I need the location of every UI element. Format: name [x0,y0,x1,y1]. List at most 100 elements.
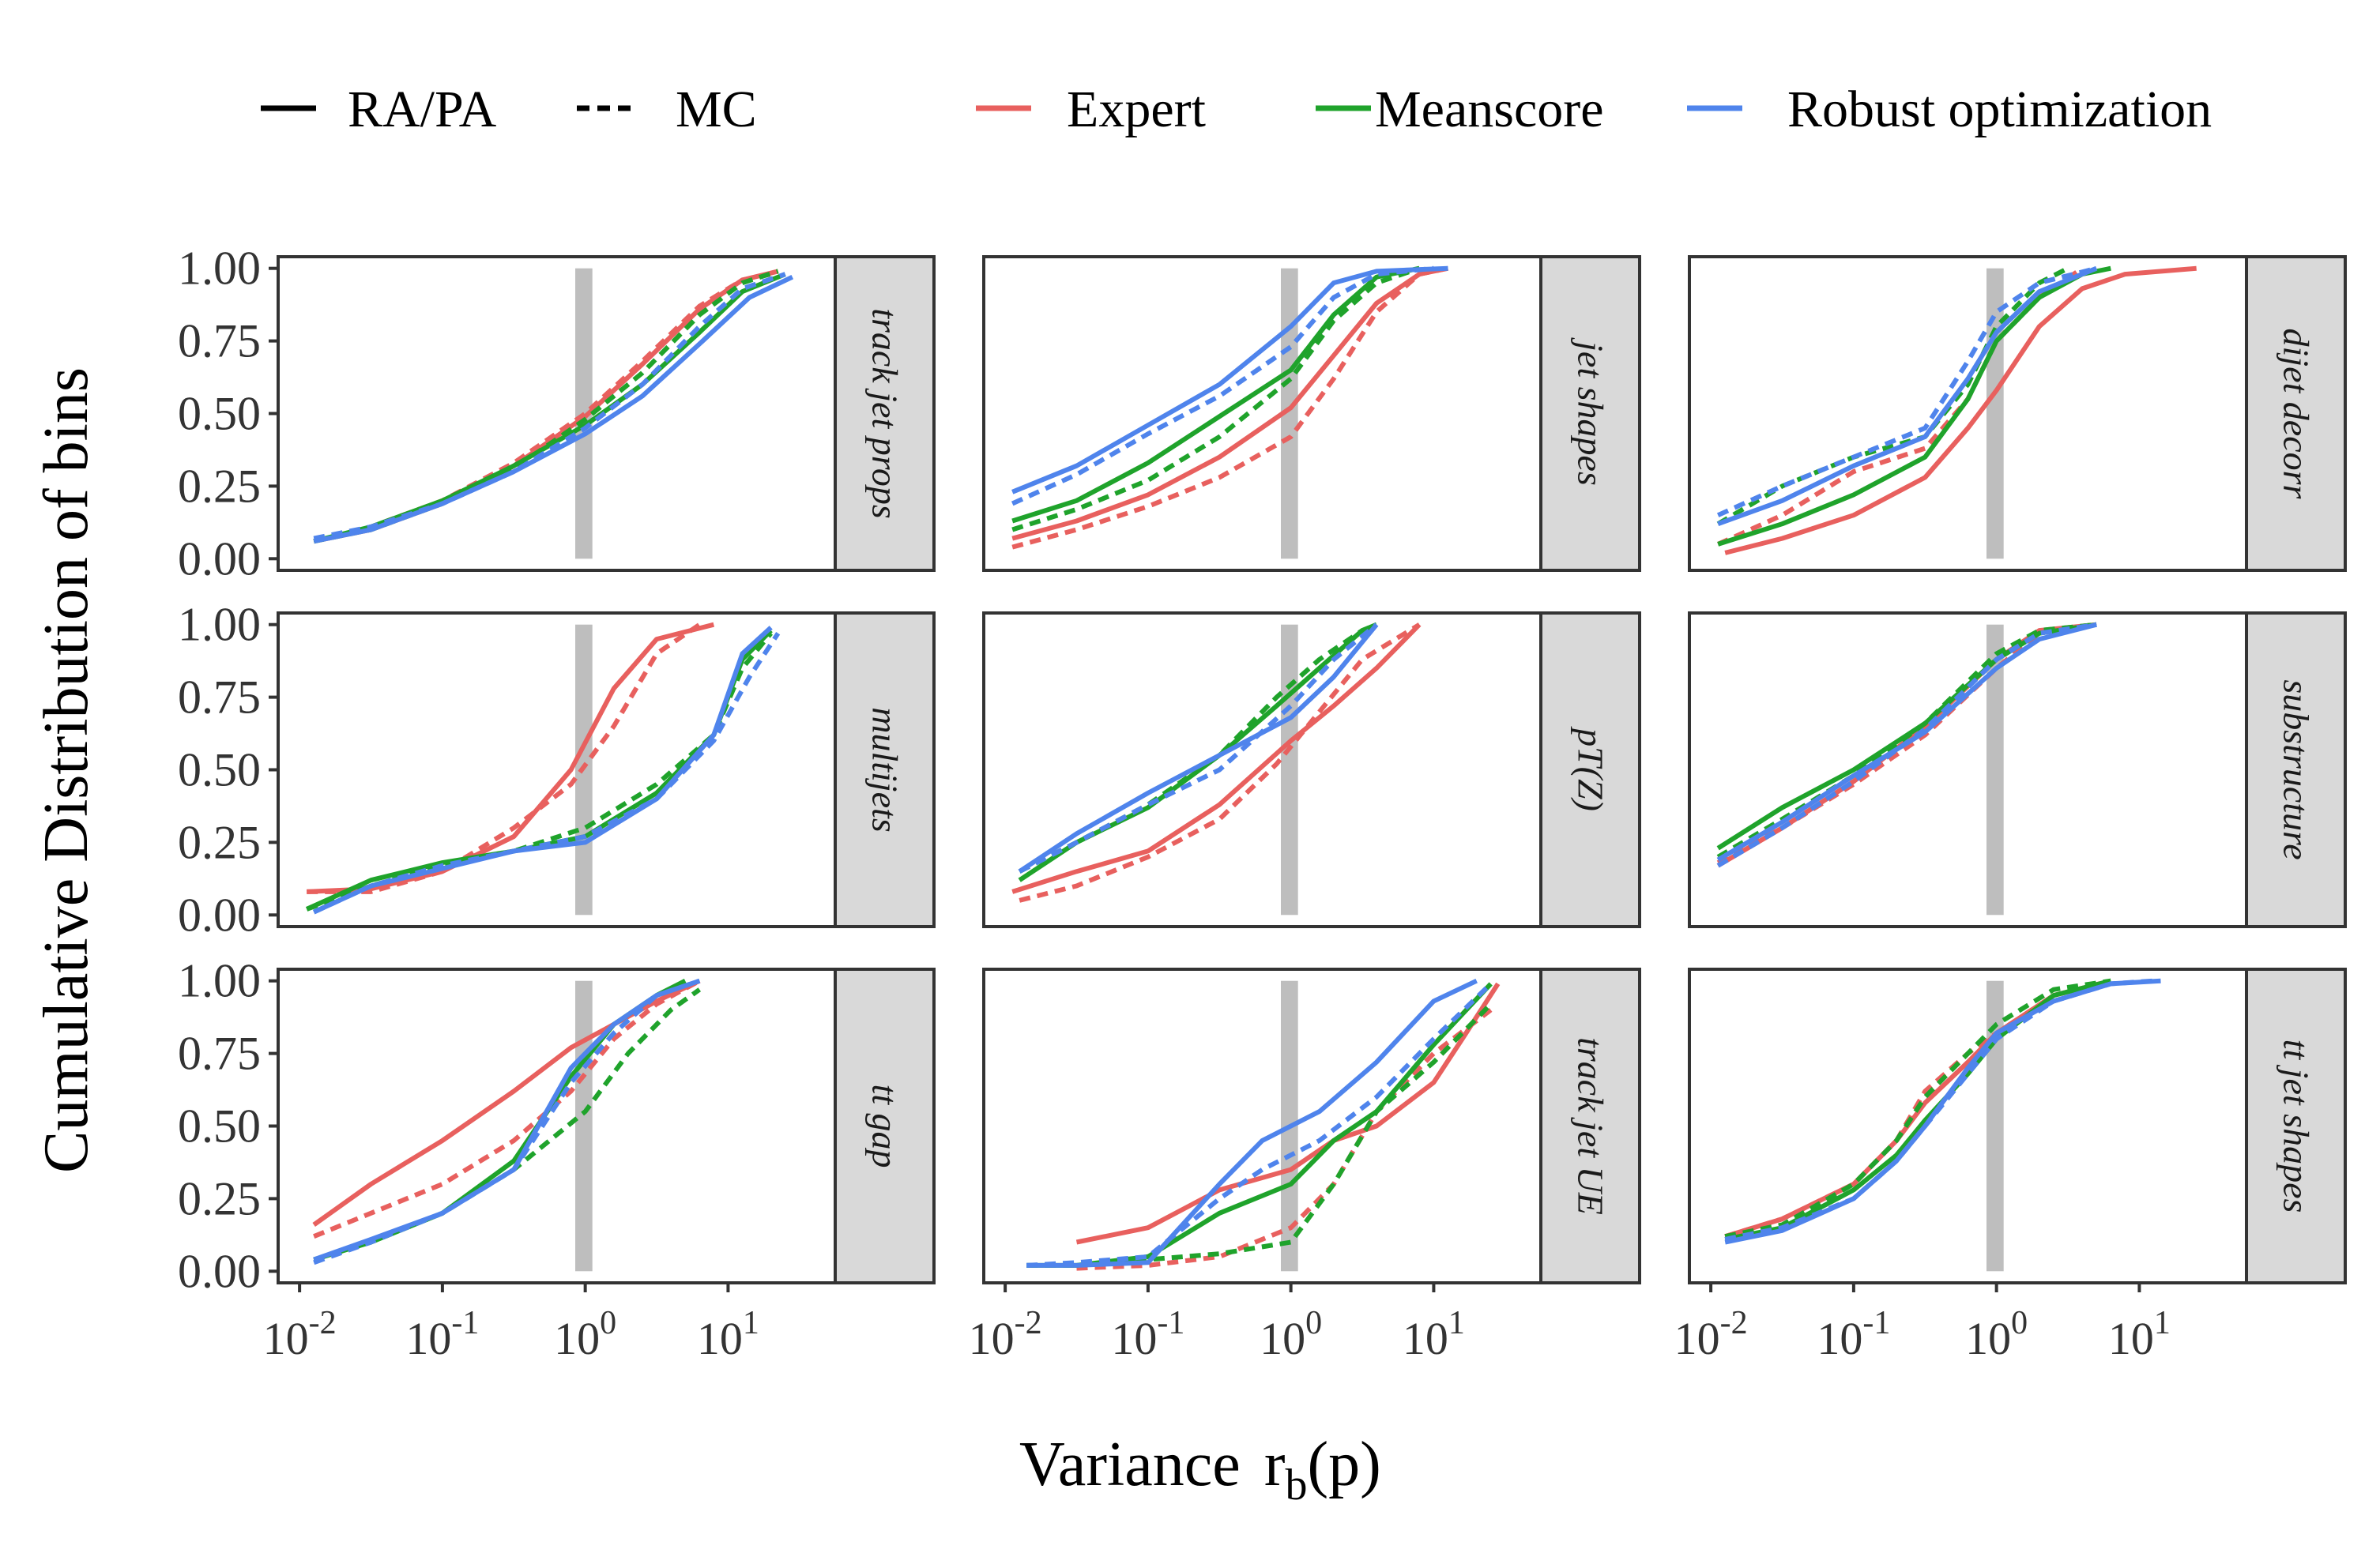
y-tick-label: 0.50 [178,1100,261,1153]
series-expert-ra-pa [1011,622,1422,894]
series-robust-optimization-mc [1011,265,1434,506]
panel-track-jet-ue: track jet UE 10-2 10-1 100 101 [969,968,1641,1364]
series-expert-ra-pa [1724,265,2197,555]
y-tick-label: 0.00 [178,889,261,941]
legend-label-robust-optimization: Robust optimization [1787,81,2212,138]
x-tick-label: 10-1 [1817,1305,1890,1364]
legend-label-expert: Expert [1067,81,1206,138]
strip-label: substructure [2276,679,2317,859]
panel-background [278,969,835,1283]
x-axis-title-r: r [1264,1430,1286,1499]
x-tick-label: 10-2 [263,1305,337,1364]
y-tick-label: 1.00 [178,599,261,651]
x-tick-label: 10-2 [1674,1305,1748,1364]
series-meanscore-ra-pa [1716,622,2097,851]
y-tick-label: 0.25 [178,816,261,868]
series-robust-optimization-ra-pa [312,626,773,915]
series-expert-mc [1076,1008,1493,1271]
x-tick-label: 100 [1260,1305,1322,1364]
strip-label: pT(Z) [1571,726,1611,811]
series-robust-optimization-ra-pa [1717,265,2098,527]
x-tick-label: 10-1 [1111,1305,1184,1364]
strip-background [2245,968,2347,1284]
panel-pt-z: pT(Z) [982,611,1641,928]
series-expert-ra-pa [312,978,701,1227]
panels: track jet props 0.00 0.25 0.50 0.75 1.00 jet s… [178,243,2347,1364]
panel-substructure: substructure [1688,611,2347,928]
x-axis-title-arg: (p) [1307,1430,1380,1499]
y-tick-label: 0.75 [178,315,261,367]
legend-label-mc: MC [676,81,757,138]
strip-background [2245,611,2347,928]
reference-band [1281,624,1298,916]
x-tick-label: 10-1 [405,1305,479,1364]
series-expert-mc [1724,978,2112,1239]
y-tick-label: 0.25 [178,1172,261,1224]
y-tick-label: 0.50 [178,744,261,796]
panel-background [984,257,1541,570]
series-expert-ra-pa [307,622,715,894]
strip-label: multijets [865,707,906,832]
y-tick-label: 0.25 [178,460,261,512]
series-meanscore-mc [1011,265,1421,532]
y-tick-label: 0.75 [178,1028,261,1080]
legend-label-meanscore: Meanscore [1375,81,1604,138]
series-robust-optimization-mc [312,632,781,915]
y-axis-title: Cumulative Distribution of bins [32,367,101,1173]
series-robust-optimization-ra-pa [1026,978,1478,1268]
x-axis-title-sub: b [1285,1461,1307,1510]
series-meanscore-ra-pa [1011,265,1420,524]
series-expert-mc [1011,265,1449,550]
series-robust-optimization-mc [1026,982,1493,1268]
series-robust-optimization-mc [1018,622,1378,874]
reference-band [575,980,593,1272]
panel-background [278,257,835,570]
strip-label: track jet props [865,308,906,519]
x-tick-label: 10-2 [969,1305,1042,1364]
panel-background [1689,257,2246,570]
panel-background [984,613,1541,927]
strip-background [2245,255,2347,572]
y-tick-label: 0.75 [178,671,261,724]
strip-background [1539,611,1641,928]
y-tick-label: 0.00 [178,532,261,585]
series-meanscore-mc [1724,978,2111,1239]
x-tick-label: 101 [697,1305,759,1364]
x-tick-label: 100 [1965,1305,2028,1364]
y-tick-label: 0.00 [178,1245,261,1297]
panel-track-jet-props: track jet props 0.00 0.25 0.50 0.75 1.00 [178,243,936,585]
series-expert-ra-pa [1011,265,1449,541]
panel-dijet-decorr: dijet decorr [1688,255,2347,572]
strip-label: tt jet shapes [2276,1040,2317,1213]
series-robust-optimization-mc [1716,265,2097,517]
panel-background [1689,969,2246,1283]
series-robust-optimization-ra-pa [1018,622,1379,874]
x-axis-title: Variance rb(p) [1019,1430,1381,1510]
panel-multijets: multijets 0.00 0.25 0.50 0.75 1.00 [178,599,936,941]
panel-tt-jet-shapes: tt jet shapes 10-2 10-1 100 101 [1674,968,2347,1364]
x-axis-title-word: Variance [1019,1430,1241,1499]
panel-jet-shapes: jet shapes [982,255,1641,572]
y-tick-label: 1.00 [178,955,261,1007]
strip-label: jet shapes [1571,337,1611,486]
reference-band [1281,268,1298,559]
y-tick-label: 0.50 [178,388,261,440]
strip-background [834,611,936,928]
strip-background [834,968,936,1284]
series-robust-optimization-ra-pa [1716,622,2097,863]
strip-background [1539,968,1641,1284]
series-robust-optimization-ra-pa [313,978,701,1262]
strip-background [1539,255,1641,572]
strip-label: dijet decorr [2276,329,2317,500]
series-robust-optimization-ra-pa [1011,265,1448,494]
panel-background [1689,613,2246,927]
reference-band [1986,624,2004,916]
legend-label-ra-pa: RA/PA [348,81,497,138]
y-tick-label: 1.00 [178,243,261,295]
series-robust-optimization-mc [1716,622,2097,868]
strip-label: tt gap [865,1084,906,1168]
strip-label: track jet UE [1571,1037,1611,1215]
series-robust-optimization-ra-pa [313,274,794,544]
reference-band [1986,268,2004,559]
